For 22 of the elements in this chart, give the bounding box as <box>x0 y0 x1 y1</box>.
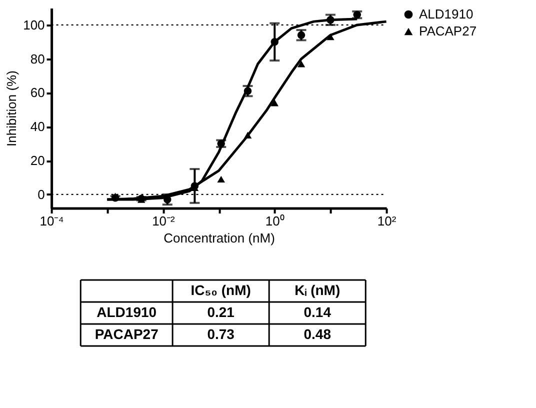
text: ALD1910 <box>96 304 157 320</box>
text: 0.48 <box>304 326 332 342</box>
text: IC₅₀ (nM) <box>190 282 251 298</box>
text: 0.21 <box>207 304 235 320</box>
legend-label: PACAP27 <box>419 24 477 38</box>
legend-label: ALD1910 <box>419 6 474 22</box>
text: 0.14 <box>304 304 332 320</box>
x-tick-label: 10⁻⁴ <box>40 214 64 228</box>
x-tick-label: 10² <box>377 214 397 228</box>
y-tick-label: 80 <box>30 51 45 66</box>
y-axis-title: Inhibition (%) <box>4 70 20 146</box>
y-tick-label: 0 <box>38 186 45 202</box>
text: 0.73 <box>207 326 235 342</box>
text: PACAP27 <box>94 326 159 342</box>
y-tick-label: 20 <box>30 153 45 168</box>
text: Kᵢ (nM) <box>294 282 340 298</box>
y-tick-label: 40 <box>30 119 45 134</box>
x-tick-label: 10⁻² <box>152 214 176 228</box>
y-tick-label: 100 <box>23 17 45 32</box>
x-axis-title: Concentration (nM) <box>164 230 275 246</box>
y-tick-label: 60 <box>30 85 45 100</box>
x-tick-label: 10⁰ <box>265 214 285 228</box>
